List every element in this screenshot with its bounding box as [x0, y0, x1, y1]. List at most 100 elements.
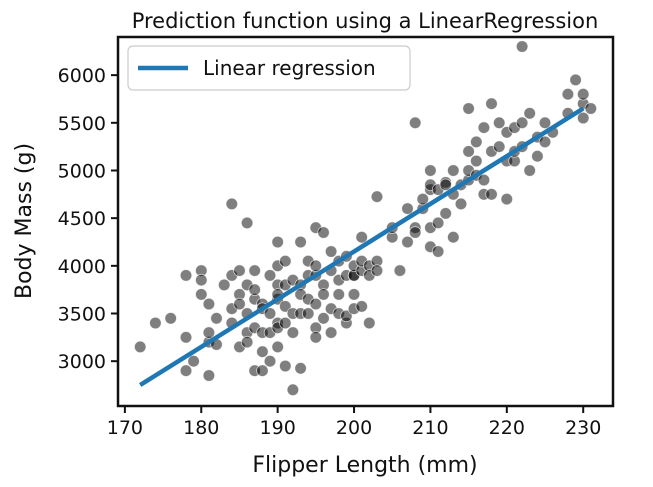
legend-box — [127, 45, 411, 91]
data-point-2 — [164, 312, 177, 325]
plot-frame — [116, 35, 615, 408]
data-point-146 — [493, 140, 506, 153]
data-point-162 — [538, 116, 552, 130]
data-point-75 — [309, 331, 323, 344]
data-point-161 — [538, 135, 552, 149]
data-point-110 — [401, 235, 414, 249]
series-line-linear-regression — [139, 106, 585, 387]
data-point-105 — [370, 190, 384, 203]
data-point-147 — [493, 116, 506, 130]
data-point-54 — [279, 254, 292, 268]
data-point-1 — [149, 316, 162, 330]
data-point-120 — [424, 164, 437, 177]
data-point-140 — [477, 121, 491, 134]
y-tick-label-5500: 5500 — [58, 113, 106, 135]
data-point-24 — [233, 297, 246, 311]
data-point-31 — [248, 283, 261, 296]
data-point-13 — [202, 326, 216, 339]
data-point-133 — [462, 145, 475, 158]
data-point-150 — [500, 192, 514, 206]
data-point-98 — [355, 230, 368, 244]
data-point-168 — [577, 87, 590, 101]
data-point-51 — [271, 340, 284, 354]
data-point-124 — [431, 245, 445, 258]
y-axis-ticks: 3000 3500 4000 4500 5000 5500 6000 — [58, 65, 118, 373]
data-point-165 — [561, 87, 575, 101]
y-tick-label-6000: 6000 — [58, 65, 106, 87]
data-point-137 — [470, 154, 483, 168]
data-point-55 — [279, 316, 292, 330]
data-point-131 — [454, 197, 468, 211]
scatter-points — [133, 40, 598, 397]
data-point-169 — [577, 111, 590, 125]
data-point-37 — [256, 364, 269, 377]
data-point-156 — [515, 40, 529, 53]
data-point-144 — [485, 97, 498, 110]
legend: Linear regression — [127, 45, 411, 91]
y-tick-label-5000: 5000 — [58, 160, 106, 182]
data-point-47 — [271, 235, 284, 249]
data-point-33 — [248, 264, 261, 277]
data-point-109 — [393, 264, 407, 277]
chart-title: Prediction function using a LinearRegres… — [132, 9, 599, 33]
data-point-129 — [447, 164, 460, 177]
data-point-102 — [363, 316, 376, 330]
data-point-72 — [309, 259, 323, 273]
data-point-38 — [256, 345, 269, 358]
data-point-3 — [179, 331, 193, 344]
data-point-0 — [133, 340, 147, 354]
data-point-125 — [439, 207, 452, 220]
data-point-81 — [324, 245, 338, 258]
x-tick-label-210: 210 — [412, 417, 448, 439]
y-tick-label-3500: 3500 — [58, 304, 106, 326]
data-point-43 — [263, 355, 277, 368]
data-point-91 — [340, 309, 353, 323]
data-point-79 — [317, 288, 330, 301]
data-point-142 — [477, 173, 491, 187]
data-point-113 — [409, 226, 422, 239]
data-point-77 — [317, 226, 330, 239]
data-point-166 — [569, 73, 582, 87]
x-tick-label-200: 200 — [336, 417, 372, 439]
data-point-114 — [409, 116, 422, 130]
x-tick-label-180: 180 — [183, 417, 219, 439]
data-point-18 — [225, 197, 239, 211]
data-point-41 — [263, 269, 277, 282]
data-point-116 — [416, 192, 430, 206]
data-point-12 — [202, 369, 216, 382]
y-axis-label: Body Mass (g) — [12, 143, 37, 299]
data-point-139 — [470, 135, 483, 149]
data-point-52 — [279, 300, 292, 313]
data-point-80 — [324, 326, 338, 339]
x-axis-ticks: 170 180 190 200 210 220 230 — [107, 406, 601, 439]
data-point-29 — [240, 335, 254, 349]
data-point-128 — [447, 230, 460, 244]
x-axis-label: Flipper Length (mm) — [252, 453, 477, 478]
data-point-111 — [401, 202, 414, 215]
data-point-8 — [195, 273, 208, 287]
data-point-22 — [233, 264, 246, 277]
data-point-157 — [523, 107, 536, 120]
data-point-40 — [263, 307, 277, 320]
data-point-56 — [279, 359, 292, 373]
data-point-78 — [317, 312, 330, 325]
data-point-63 — [294, 235, 307, 249]
x-tick-label-170: 170 — [107, 417, 143, 439]
data-point-27 — [240, 216, 254, 230]
data-point-15 — [210, 312, 223, 325]
data-point-5 — [179, 364, 193, 377]
data-point-160 — [531, 149, 544, 163]
data-point-100 — [355, 300, 368, 313]
data-point-123 — [431, 216, 445, 230]
data-point-11 — [202, 297, 216, 311]
y-tick-label-4000: 4000 — [58, 256, 106, 278]
data-point-87 — [332, 288, 346, 301]
data-point-136 — [462, 102, 475, 115]
x-tick-label-190: 190 — [260, 417, 296, 439]
data-point-60 — [286, 383, 300, 397]
data-point-67 — [302, 307, 315, 320]
data-point-170 — [584, 102, 598, 115]
data-point-65 — [294, 362, 307, 375]
data-point-158 — [523, 164, 536, 177]
